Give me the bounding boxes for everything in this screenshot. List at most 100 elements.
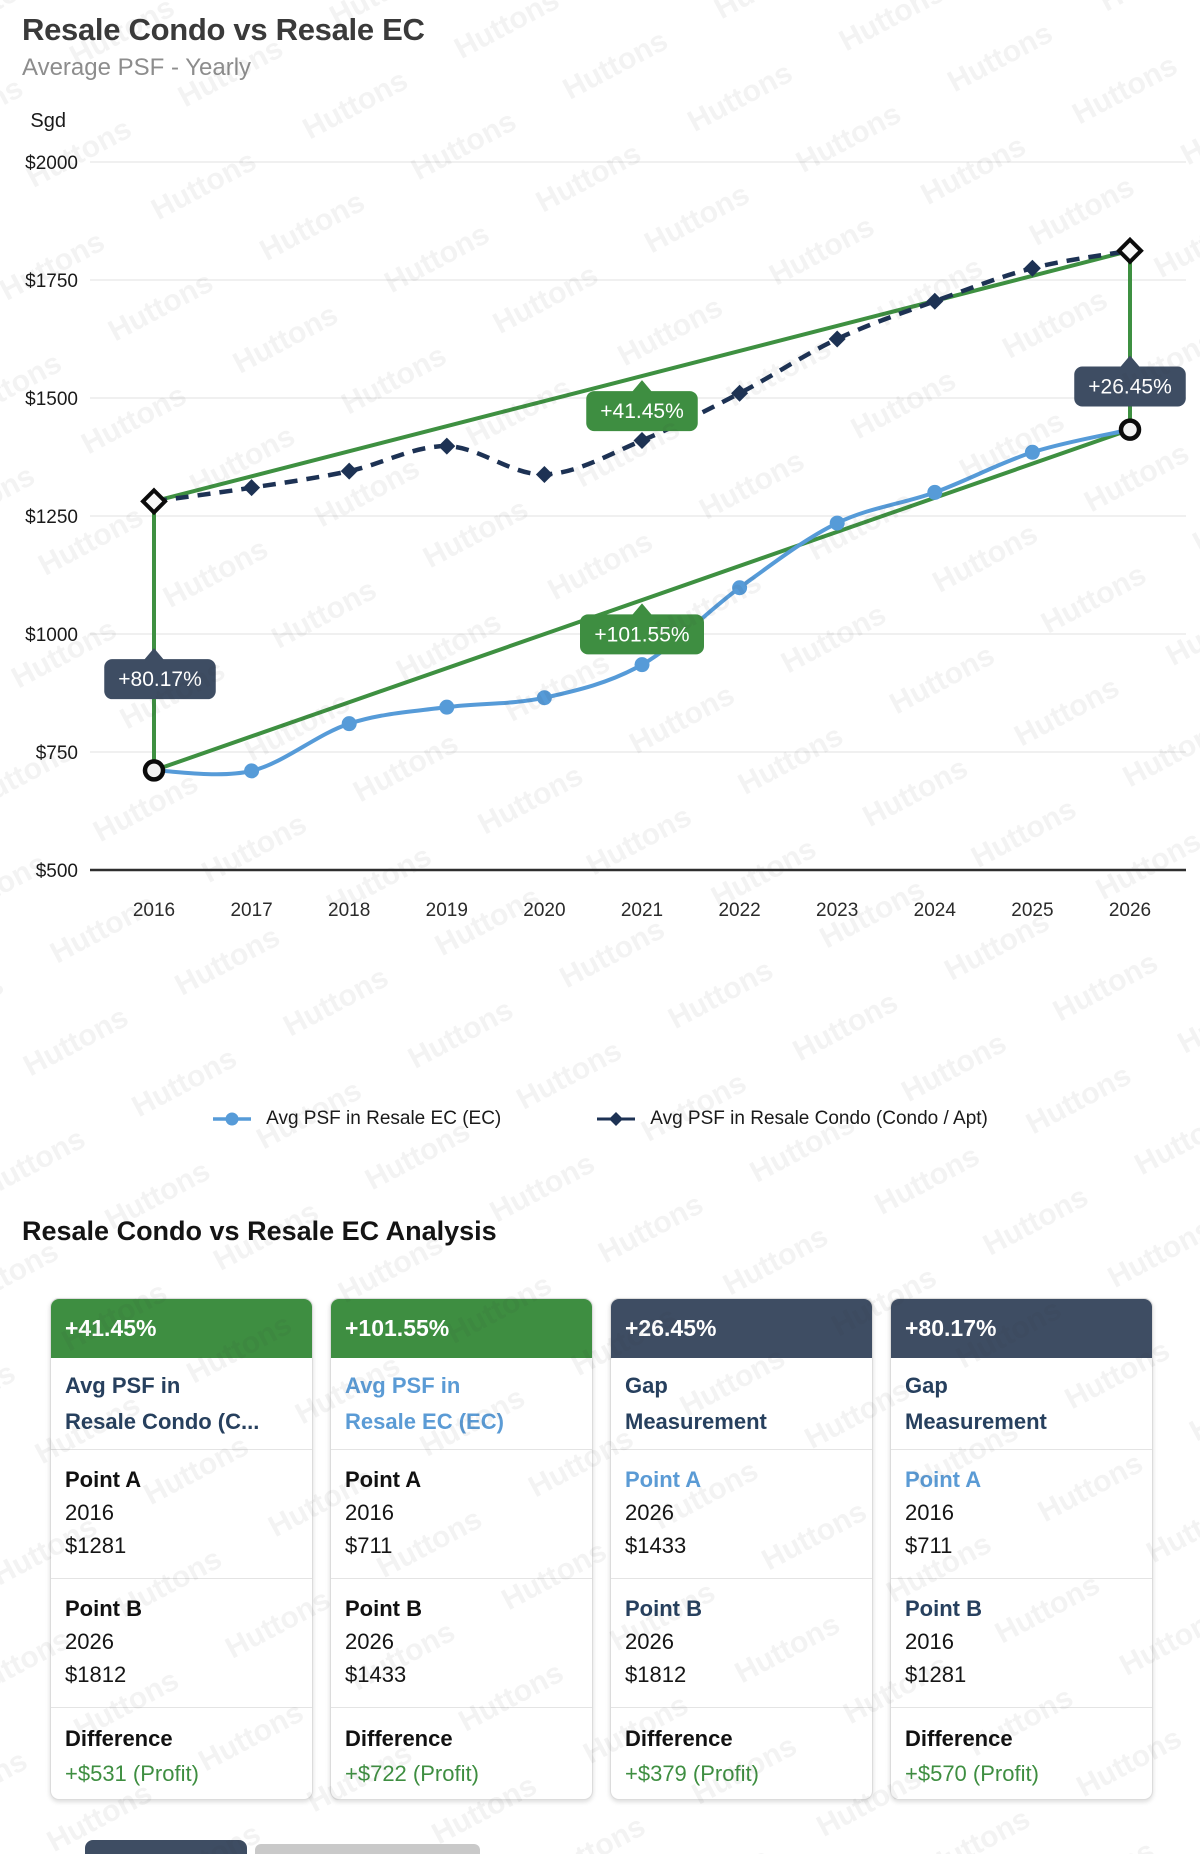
point-b-year: 2026 [65,1629,114,1654]
point-a-value: $1433 [625,1533,687,1558]
gap-endpoint-ring-circle [142,759,166,782]
card-point-b: Point B 2026 $1812 [611,1579,872,1708]
ec-data-point[interactable] [732,580,748,596]
card-point-b: Point B 2016 $1281 [891,1579,1152,1708]
y-tick-label: $500 [36,861,78,882]
gap-badge-label: +101.55% [594,623,689,646]
chart-subtitle: Average PSF - Yearly [22,54,252,81]
difference-value: +$570 (Profit) [905,1761,1039,1786]
y-tick-label: $1500 [25,389,78,410]
x-tick-label: 2021 [621,900,663,921]
ec-series-line[interactable] [152,427,1132,777]
gap-endpoint-ring-diamond [140,487,168,516]
gap-badge[interactable] [586,391,698,432]
analysis-card-condo: +41.45% Avg PSF in Resale Condo (C... Po… [50,1298,313,1800]
x-tick-label: 2023 [816,900,858,921]
condo-data-point[interactable] [731,384,749,402]
x-tick-label: 2016 [133,900,175,921]
point-b-value: $1812 [625,1662,687,1687]
card-point-b: Point B 2026 $1812 [51,1579,312,1708]
point-a-value: $1281 [65,1533,127,1558]
legend-label-ec: Avg PSF in Resale EC (EC) [266,1108,502,1129]
condo-data-point[interactable] [438,437,456,455]
y-tick-label: $1250 [25,507,78,528]
y-tick-label: $1750 [25,271,78,292]
card-difference: Difference +$570 (Profit) [891,1708,1152,1799]
legend-label-condo: Avg PSF in Resale Condo (Condo / Apt) [650,1108,988,1129]
x-tick-label: 2026 [1109,900,1151,921]
analysis-cards: +41.45% Avg PSF in Resale Condo (C... Po… [50,1298,1153,1800]
condo-series-line[interactable] [153,248,1131,504]
gap-endpoint-ring-circle [1118,418,1142,441]
x-tick-label: 2024 [914,900,957,921]
gap-badge[interactable] [580,614,704,655]
ec-data-point[interactable] [439,699,455,715]
gap-badge[interactable] [1074,366,1186,407]
point-a-year: 2016 [905,1500,954,1525]
card-point-a: Point A 2016 $711 [891,1450,1152,1579]
card-point-a: Point A 2016 $711 [331,1450,592,1579]
chart-title: Resale Condo vs Resale EC [22,12,425,47]
next-card-body-peek [255,1844,480,1854]
ec-data-point[interactable] [244,763,260,779]
point-a-year: 2016 [345,1500,394,1525]
legend-item-resale-condo[interactable]: Avg PSF in Resale Condo (Condo / Apt) [596,1108,988,1130]
y-tick-label: $750 [36,743,78,764]
gap-badge-label: +26.45% [1088,376,1172,399]
condo-diamond-marker-icon [597,1112,636,1126]
difference-label: Difference [625,1726,733,1751]
card-badge: +80.17% [891,1299,1152,1358]
x-tick-label: 2022 [718,900,760,921]
point-b-label: Point B [345,1596,422,1621]
ec-data-point[interactable] [1024,444,1040,460]
card-title: Avg PSF in Resale EC (EC) [331,1358,592,1450]
point-a-label: Point A [65,1467,142,1492]
point-b-label: Point B [905,1596,982,1621]
difference-label: Difference [65,1726,173,1751]
y-axis-unit-label: Sgd [30,110,66,132]
condo-data-point[interactable] [535,465,553,483]
condo-data-point[interactable] [340,462,358,480]
analysis-card-gap-2026: +26.45% Gap Measurement Point A 2026 $14… [610,1298,873,1800]
price-chart: $500 $750 $1000 $1250 $1500 $1750 $2000 Sgd 2016… [25,110,1186,921]
badge-pointer [143,648,165,662]
card-difference: Difference +$722 (Profit) [331,1708,592,1799]
ec-data-point[interactable] [536,690,552,706]
condo-data-point[interactable] [633,431,651,449]
difference-label: Difference [905,1726,1013,1751]
badge-pointer [631,380,653,394]
difference-label: Difference [345,1726,453,1751]
y-tick-label: $1000 [25,625,78,646]
x-tick-label: 2017 [230,900,272,921]
ec-data-point[interactable] [829,515,845,531]
point-a-label: Point A [345,1467,422,1492]
card-point-a: Point A 2016 $1281 [51,1450,312,1579]
gap-endpoint-ring-diamond [1116,236,1144,265]
card-title: Avg PSF in Resale Condo (C... [51,1358,312,1450]
ec-line-marker-icon [213,1112,252,1126]
condo-data-point[interactable] [243,479,261,497]
gap-badge[interactable] [104,659,216,700]
card-point-b: Point B 2026 $1433 [331,1579,592,1708]
ec-data-point[interactable] [927,484,943,500]
legend-item-resale-ec[interactable]: Avg PSF in Resale EC (EC) [212,1108,501,1130]
card-difference: Difference +$531 (Profit) [51,1708,312,1799]
condo-data-point[interactable] [828,330,846,348]
condo-data-point[interactable] [1023,259,1041,277]
ec-data-point[interactable] [634,657,650,673]
ec-data-point[interactable] [341,716,357,732]
card-point-a: Point A 2026 $1433 [611,1450,872,1579]
x-tick-label: 2025 [1011,900,1053,921]
card-badge: +26.45% [611,1299,872,1358]
difference-value: +$722 (Profit) [345,1761,479,1786]
card-badge: +101.55% [331,1299,592,1358]
point-b-year: 2026 [345,1629,394,1654]
trend-line-ec [152,427,1132,773]
difference-value: +$379 (Profit) [625,1761,759,1786]
condo-data-point[interactable] [926,292,944,310]
next-card-header-peek [85,1840,247,1854]
point-b-value: $1281 [905,1662,967,1687]
trend-line-condo [152,248,1132,504]
analysis-card-ec: +101.55% Avg PSF in Resale EC (EC) Point… [330,1298,593,1800]
